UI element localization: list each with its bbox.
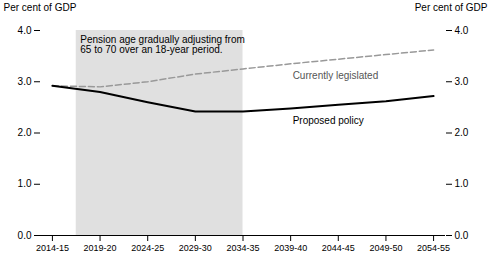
svg-text:2024-25: 2024-25: [131, 243, 164, 253]
svg-text:2019-20: 2019-20: [84, 243, 117, 253]
svg-text:4.0: 4.0: [455, 25, 469, 36]
svg-text:2.0: 2.0: [18, 127, 32, 138]
svg-text:2034-35: 2034-35: [226, 243, 259, 253]
svg-text:0.0: 0.0: [455, 230, 469, 241]
svg-text:Currently legislated: Currently legislated: [293, 70, 379, 81]
svg-text:1.0: 1.0: [455, 178, 469, 189]
svg-text:Per cent of GDP: Per cent of GDP: [4, 2, 77, 13]
svg-text:Per cent of GDP: Per cent of GDP: [415, 2, 488, 13]
svg-text:2054-55: 2054-55: [417, 243, 450, 253]
svg-text:4.0: 4.0: [18, 25, 32, 36]
svg-text:2039-40: 2039-40: [274, 243, 307, 253]
svg-text:2029-30: 2029-30: [179, 243, 212, 253]
svg-text:2.0: 2.0: [455, 127, 469, 138]
svg-text:1.0: 1.0: [18, 178, 32, 189]
svg-text:Proposed policy: Proposed policy: [293, 115, 364, 126]
svg-text:2044-45: 2044-45: [322, 243, 355, 253]
svg-text:2014-15: 2014-15: [36, 243, 69, 253]
svg-text:2049-50: 2049-50: [369, 243, 402, 253]
svg-text:0.0: 0.0: [18, 230, 32, 241]
svg-text:Pension age gradually adjustin: Pension age gradually adjusting from65 t…: [80, 34, 245, 55]
svg-text:3.0: 3.0: [18, 76, 32, 87]
svg-text:3.0: 3.0: [455, 76, 469, 87]
